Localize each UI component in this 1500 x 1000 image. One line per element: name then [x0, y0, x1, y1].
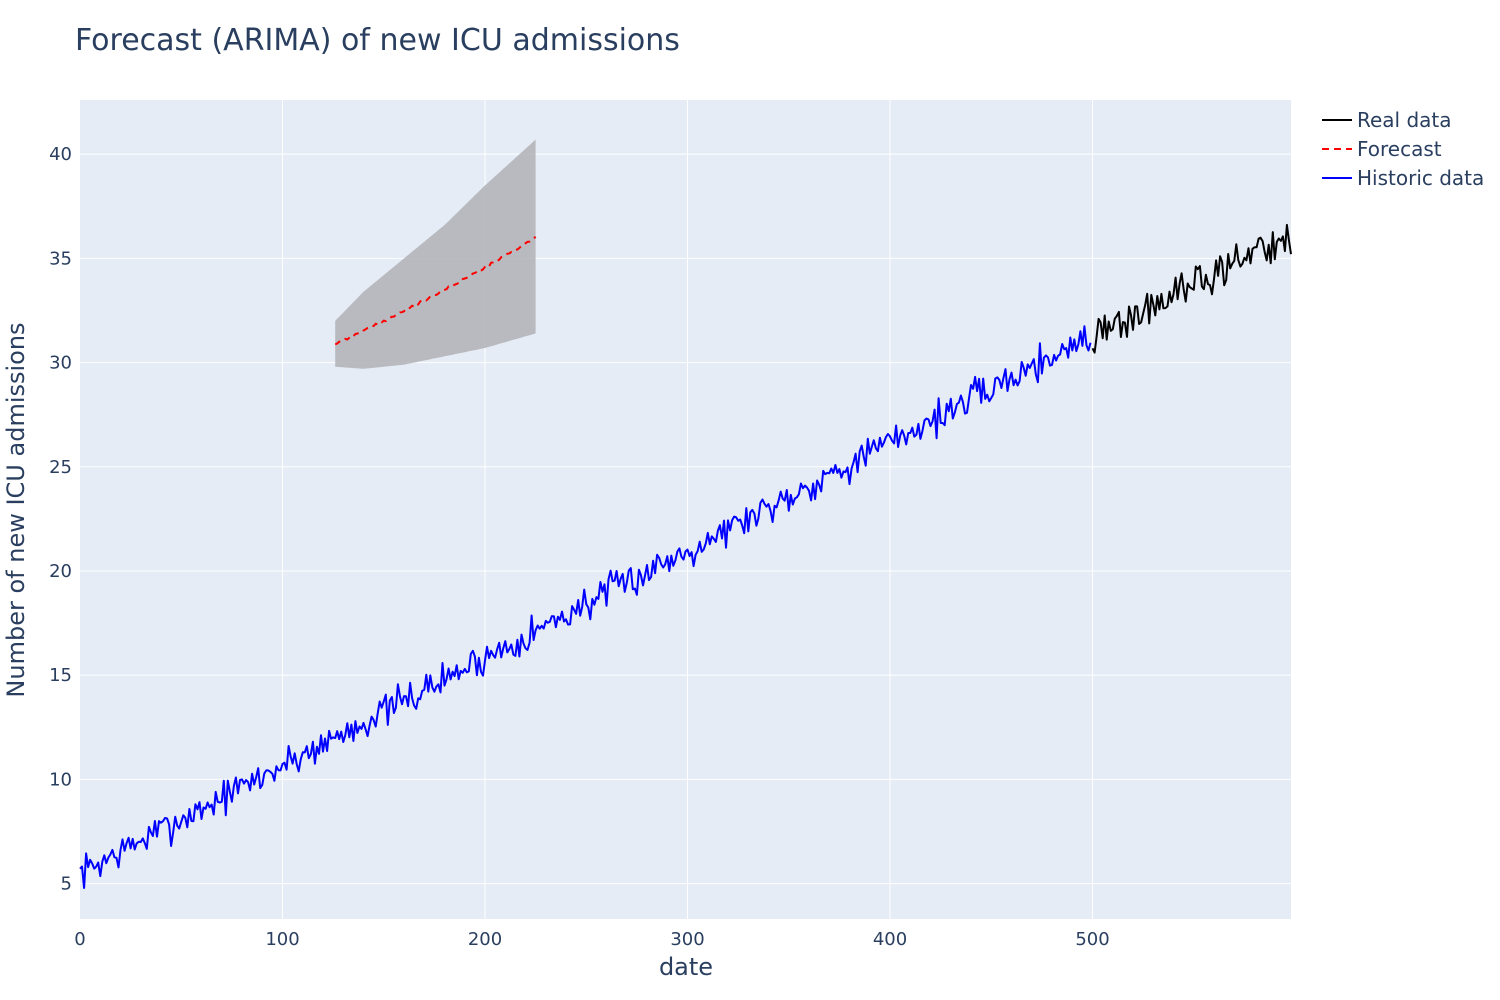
legend-label: Real data	[1357, 108, 1452, 132]
x-tick-label: 100	[265, 929, 299, 950]
y-tick-label: 5	[61, 874, 72, 895]
y-tick-label: 30	[49, 353, 72, 374]
forecast-confidence-band	[335, 139, 536, 369]
x-tick-label: 500	[1075, 929, 1109, 950]
legend-item[interactable]: Real data	[1322, 108, 1452, 132]
x-axis-title: date	[659, 953, 713, 981]
y-tick-label: 40	[49, 144, 72, 165]
y-tick-label: 20	[49, 561, 72, 582]
legend-item[interactable]: Historic data	[1322, 166, 1484, 190]
y-tick-label: 15	[49, 665, 72, 686]
confidence-band-layer	[335, 139, 536, 369]
plot-area[interactable]	[80, 100, 1291, 919]
series-line-historic-data	[79, 325, 1092, 889]
legend: Real data Forecast Historic data	[1322, 108, 1484, 190]
grid	[80, 100, 1291, 919]
y-tick-label: 25	[49, 457, 72, 478]
x-tick-label: 300	[670, 929, 704, 950]
x-tick-label: 400	[873, 929, 907, 950]
y-axis-title: Number of new ICU admissions	[2, 322, 30, 697]
series-layer	[79, 223, 1292, 889]
chart-title: Forecast (ARIMA) of new ICU admissions	[75, 23, 680, 58]
x-axis-ticks: 0 100 200 300 400 500	[74, 929, 1109, 950]
legend-item[interactable]: Forecast	[1322, 137, 1442, 161]
legend-label: Forecast	[1357, 137, 1442, 161]
y-tick-label: 10	[49, 769, 72, 790]
x-tick-label: 200	[468, 929, 502, 950]
x-tick-label: 0	[74, 929, 85, 950]
y-tick-label: 35	[49, 248, 72, 269]
y-axis-ticks: 5 10 15 20 25 30 35 40	[49, 144, 72, 894]
series-line-forecast	[334, 236, 537, 346]
legend-label: Historic data	[1357, 166, 1484, 190]
series-line-real-data	[1091, 223, 1292, 354]
